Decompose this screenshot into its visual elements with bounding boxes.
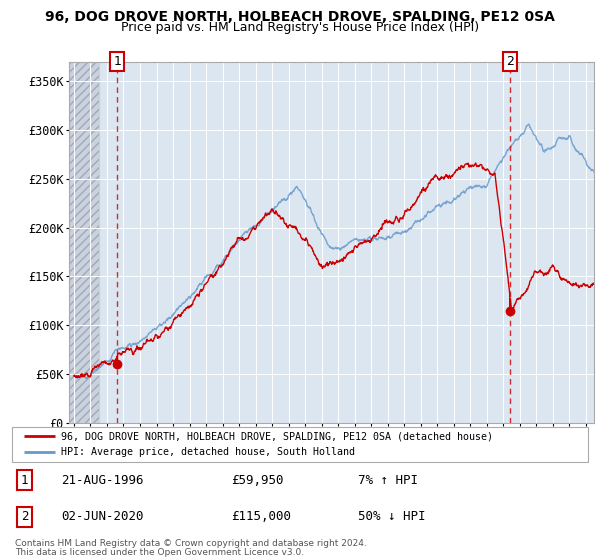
Text: 02-JUN-2020: 02-JUN-2020 xyxy=(61,510,143,523)
Text: HPI: Average price, detached house, South Holland: HPI: Average price, detached house, Sout… xyxy=(61,447,355,458)
Text: Price paid vs. HM Land Registry's House Price Index (HPI): Price paid vs. HM Land Registry's House … xyxy=(121,21,479,34)
Text: 7% ↑ HPI: 7% ↑ HPI xyxy=(358,474,418,487)
Text: This data is licensed under the Open Government Licence v3.0.: This data is licensed under the Open Gov… xyxy=(15,548,304,557)
Text: 21-AUG-1996: 21-AUG-1996 xyxy=(61,474,143,487)
Text: £59,950: £59,950 xyxy=(231,474,283,487)
Text: 96, DOG DROVE NORTH, HOLBEACH DROVE, SPALDING, PE12 0SA: 96, DOG DROVE NORTH, HOLBEACH DROVE, SPA… xyxy=(45,10,555,24)
Text: 1: 1 xyxy=(21,474,28,487)
Text: Contains HM Land Registry data © Crown copyright and database right 2024.: Contains HM Land Registry data © Crown c… xyxy=(15,539,367,548)
FancyBboxPatch shape xyxy=(12,427,588,462)
Text: 96, DOG DROVE NORTH, HOLBEACH DROVE, SPALDING, PE12 0SA (detached house): 96, DOG DROVE NORTH, HOLBEACH DROVE, SPA… xyxy=(61,431,493,441)
Bar xyxy=(69,62,99,423)
Text: 1: 1 xyxy=(113,55,121,68)
Text: £115,000: £115,000 xyxy=(231,510,291,523)
Bar xyxy=(69,62,99,423)
Text: 2: 2 xyxy=(506,55,514,68)
Text: 2: 2 xyxy=(21,510,28,523)
Text: 50% ↓ HPI: 50% ↓ HPI xyxy=(358,510,425,523)
